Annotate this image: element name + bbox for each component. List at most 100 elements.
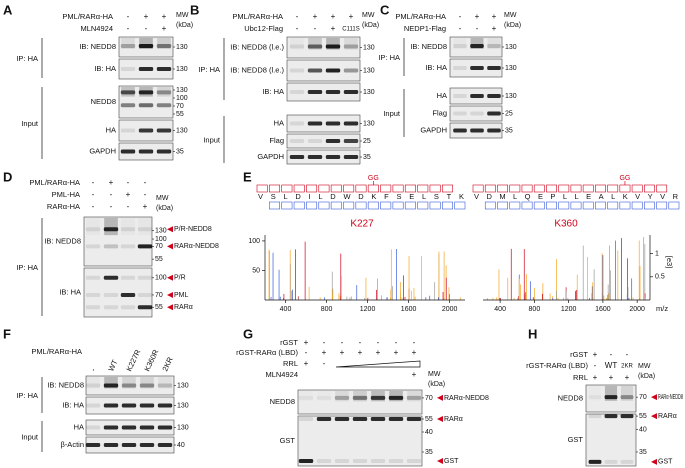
smear: [620, 386, 634, 401]
y-ion-box: [533, 184, 545, 193]
band: [139, 383, 155, 388]
b-ion-box: [293, 201, 305, 210]
band: [604, 414, 618, 419]
band: [334, 395, 350, 400]
band: [620, 459, 634, 464]
mw-header: MW: [638, 363, 651, 370]
lane-label: +: [340, 348, 345, 357]
band: [325, 90, 341, 94]
blot-label: GST: [568, 435, 584, 444]
group-label: Input: [21, 432, 39, 441]
smear: [121, 218, 135, 235]
band: [298, 459, 314, 463]
band: [156, 44, 172, 48]
blot-label: IB: NEDD8 (l.e.): [230, 42, 284, 51]
band: [139, 425, 155, 430]
smear: [487, 38, 501, 49]
y-tick-label: 50: [252, 267, 260, 274]
b-ion-box: [619, 201, 631, 210]
group-label: IP: HA: [198, 65, 220, 74]
band: [156, 67, 172, 71]
x-tick-label: 400: [494, 306, 506, 313]
band: [343, 68, 359, 73]
band: [343, 121, 359, 126]
band: [85, 292, 101, 297]
lane-label: -: [359, 338, 362, 347]
y-ion-box: [318, 184, 330, 193]
mw-marker: 130: [155, 228, 167, 235]
band: [470, 44, 484, 48]
site-label: K227: [350, 219, 374, 230]
blot-label: β-Actin: [61, 440, 85, 449]
band: [103, 383, 119, 388]
y-ion-box: [441, 184, 453, 193]
b-ion-box: [392, 201, 404, 210]
y-ion-box: [404, 184, 416, 193]
condition-label: NEDP1-Flag: [404, 24, 446, 33]
y-ion-box: [367, 184, 379, 193]
condition-label: Ubc12-Flag: [244, 24, 283, 33]
condition-label: PML/RARα-HA: [62, 12, 113, 21]
lane-label: +: [376, 348, 381, 357]
lane-label: -: [476, 24, 479, 33]
y-ion-box: [293, 184, 305, 193]
arrowhead: [167, 304, 173, 311]
lane-label: +: [358, 348, 363, 357]
band: [137, 292, 153, 297]
blot: [83, 216, 153, 267]
blot-label: IB: HA: [262, 87, 284, 96]
condition-label: MLN4924: [80, 24, 113, 33]
band: [620, 395, 634, 400]
mw-unit: (kDa): [362, 22, 379, 29]
mw-marker: 130: [176, 44, 188, 51]
mw-header: MW: [176, 12, 189, 19]
band: [103, 443, 119, 447]
band: [137, 305, 153, 310]
mw-marker: 55: [155, 304, 163, 311]
band: [120, 149, 136, 154]
condition-label: PML/RARα-HA: [395, 12, 446, 21]
lane-label: -: [395, 338, 398, 347]
x-tick-label: 2000: [442, 306, 458, 313]
condition-label: rGST-RARα (LBD): [526, 361, 588, 370]
smear: [157, 87, 171, 97]
blot: [83, 267, 153, 318]
mw-marker: 130: [363, 67, 375, 74]
panel-letter: F: [3, 326, 11, 341]
band: [103, 425, 119, 430]
lane-label: -: [144, 178, 147, 187]
b-ion-box: [306, 201, 318, 210]
lane-label: -: [88, 366, 97, 373]
band: [103, 244, 119, 249]
band: [298, 395, 314, 400]
b-ion-box: [497, 201, 509, 210]
band: [139, 403, 155, 408]
band: [388, 395, 404, 400]
arrowhead: [167, 291, 173, 298]
band: [487, 111, 501, 116]
group-label: IP: HA: [16, 263, 38, 272]
smear: [326, 38, 340, 50]
band: [325, 155, 341, 159]
band: [120, 292, 136, 297]
band: [121, 403, 137, 408]
mw-marker: 130: [177, 424, 189, 431]
mw-marker: 130: [176, 87, 188, 94]
band: [120, 305, 136, 310]
b-ion-box: [269, 201, 281, 210]
mw-marker: 70: [425, 395, 433, 402]
b-ion-box: [546, 201, 557, 210]
blot-label: GAPDH: [257, 152, 284, 161]
lane-label: -: [413, 338, 416, 347]
lane-label: +: [162, 24, 167, 33]
lane-label: -: [127, 12, 130, 21]
band: [157, 383, 173, 388]
band: [604, 395, 618, 400]
mw-header: MW: [156, 195, 169, 202]
b-ion-box: [533, 201, 545, 210]
band: [137, 244, 153, 249]
lane-label: -: [92, 190, 95, 199]
lane-label: -: [110, 190, 113, 199]
panel-letter: H: [528, 326, 537, 341]
band-annotation: P/R: [174, 275, 186, 282]
